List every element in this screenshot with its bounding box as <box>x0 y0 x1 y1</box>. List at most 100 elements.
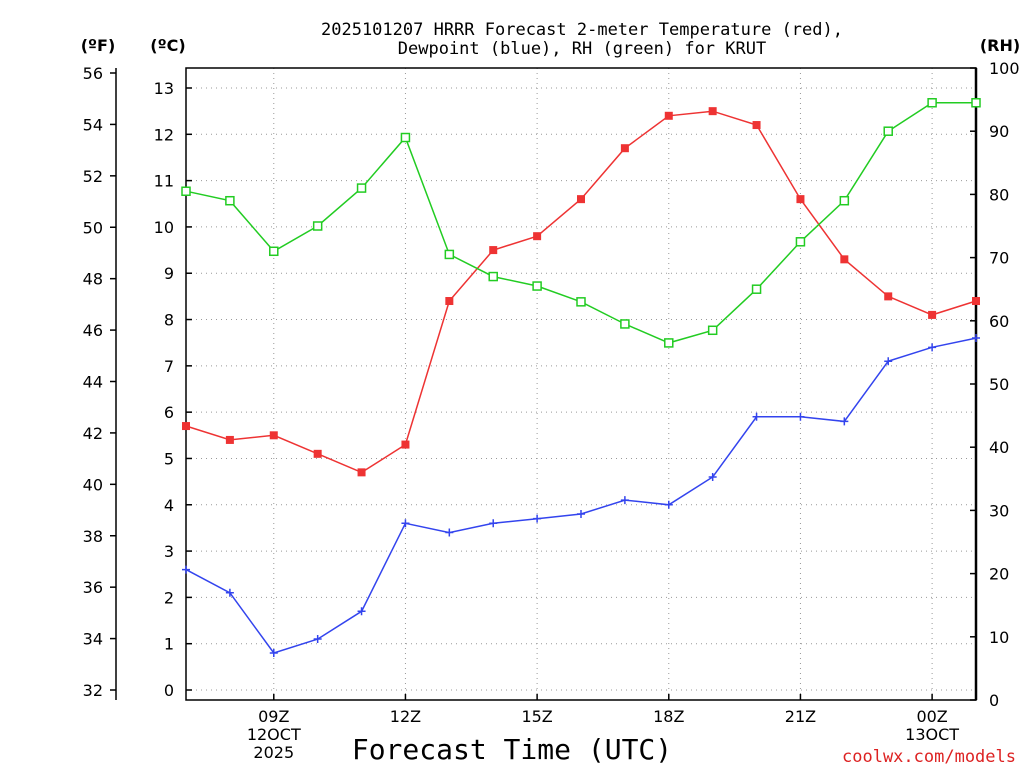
rh-point <box>751 284 762 294</box>
celsius-axis-label: (ºC) <box>150 36 185 55</box>
celsius-tick-label: 12 <box>154 125 174 144</box>
fahrenheit-tick-label: 36 <box>83 578 103 597</box>
x-tick-label: 09Z <box>258 707 289 726</box>
temperature-point <box>664 111 673 120</box>
fahrenheit-tick-label: 44 <box>83 373 103 392</box>
x-axis-label: Forecast Time (UTC) <box>352 733 672 766</box>
fahrenheit-tick-label: 46 <box>83 321 103 340</box>
fahrenheit-tick-label: 38 <box>83 527 103 546</box>
rh-point <box>181 186 191 196</box>
dewpoint-point <box>357 607 366 616</box>
celsius-tick-label: 7 <box>164 357 174 376</box>
rh-point <box>664 338 674 348</box>
rh-tick-label: 70 <box>989 249 1009 268</box>
rh-point <box>532 281 542 291</box>
dewpoint-point <box>620 496 629 505</box>
temperature-point <box>357 468 366 477</box>
rh-point <box>576 297 586 307</box>
x-tick-label: 21Z <box>785 707 816 726</box>
rh-line <box>185 102 976 344</box>
dewpoint-point <box>972 334 980 343</box>
celsius-tick-label: 3 <box>164 542 174 561</box>
dewpoint-point <box>840 417 849 426</box>
rh-point <box>312 221 323 231</box>
celsius-tick-label: 13 <box>154 79 174 98</box>
series-lines <box>181 98 981 657</box>
dewpoint-point <box>708 472 717 481</box>
celsius-tick-label: 2 <box>164 588 174 607</box>
temperature-line <box>185 110 977 474</box>
fahrenheit-tick-label: 34 <box>83 630 103 649</box>
celsius-tick-label: 5 <box>164 449 174 468</box>
celsius-tick-label: 8 <box>164 311 174 330</box>
fahrenheit-tick-label: 54 <box>83 115 103 134</box>
temperature-point <box>401 440 410 449</box>
fahrenheit-tick-label: 48 <box>83 270 103 289</box>
temperature-point <box>928 310 937 319</box>
rh-point <box>971 98 981 108</box>
rh-tick-label: 0 <box>989 691 999 710</box>
temperature-point <box>445 297 454 306</box>
rh-point <box>883 126 893 136</box>
temperature-point <box>840 255 849 264</box>
temperature-point <box>796 195 805 204</box>
rh-point <box>795 237 806 247</box>
dewpoint-point <box>225 588 234 597</box>
celsius-tick-label: 0 <box>164 681 174 700</box>
fahrenheit-tick-label: 32 <box>83 681 103 700</box>
rh-point <box>839 195 850 206</box>
temperature-point <box>972 297 980 306</box>
x-tick-label: 12OCT <box>247 725 301 744</box>
x-tick-label: 18Z <box>653 707 684 726</box>
x-tick-label: 2025 <box>253 743 294 762</box>
rh-tick-label: 10 <box>989 628 1009 647</box>
temperature-point <box>884 292 893 301</box>
temperature-point <box>489 246 498 255</box>
dewpoint-point <box>577 510 585 519</box>
dewpoint-point <box>445 528 454 537</box>
fahrenheit-tick-label: 40 <box>83 475 103 494</box>
dewpoint-point <box>401 519 410 528</box>
temperature-point <box>313 449 322 458</box>
title-line: Dewpoint (blue), RH (green) for KRUT <box>398 39 766 59</box>
rh-point <box>269 246 279 257</box>
dewpoint-point <box>269 648 278 657</box>
rh-tick-label: 80 <box>989 185 1009 204</box>
rh-point <box>620 319 630 329</box>
celsius-tick-label: 4 <box>164 496 174 515</box>
dewpoint-point <box>489 519 498 528</box>
fahrenheit-tick-label: 52 <box>83 167 103 186</box>
celsius-tick-label: 10 <box>154 218 174 237</box>
grid-lines <box>186 68 976 700</box>
temperature-point <box>182 422 190 431</box>
dewpoint-line <box>185 337 977 654</box>
rh-tick-label: 50 <box>989 375 1009 394</box>
temperature-point <box>269 431 278 440</box>
rh-point <box>488 271 498 282</box>
fahrenheit-axis-label: (ºF) <box>81 36 116 55</box>
celsius-tick-label: 1 <box>164 635 174 654</box>
rh-point <box>444 249 455 260</box>
dewpoint-point <box>182 565 190 574</box>
dewpoint-point <box>752 412 761 421</box>
rh-point <box>927 98 937 108</box>
x-tick-label: 12Z <box>390 707 421 726</box>
temperature-point <box>225 435 234 444</box>
dewpoint-point <box>664 500 673 509</box>
x-tick-label: 15Z <box>521 707 552 726</box>
dewpoint-point <box>884 357 893 366</box>
temperature-point <box>620 144 629 153</box>
dewpoint-point <box>796 412 805 421</box>
rh-tick-label: 20 <box>989 565 1009 584</box>
temperature-point <box>577 195 585 204</box>
temperature-point <box>708 107 717 116</box>
rh-tick-label: 60 <box>989 312 1009 331</box>
plot-frame <box>185 67 977 701</box>
temperature-point <box>533 232 542 241</box>
rh-tick-label: 40 <box>989 438 1009 457</box>
temperature-point <box>752 121 761 130</box>
dewpoint-point <box>928 343 937 352</box>
celsius-tick-label: 11 <box>154 172 174 191</box>
celsius-tick-label: 6 <box>164 403 174 422</box>
